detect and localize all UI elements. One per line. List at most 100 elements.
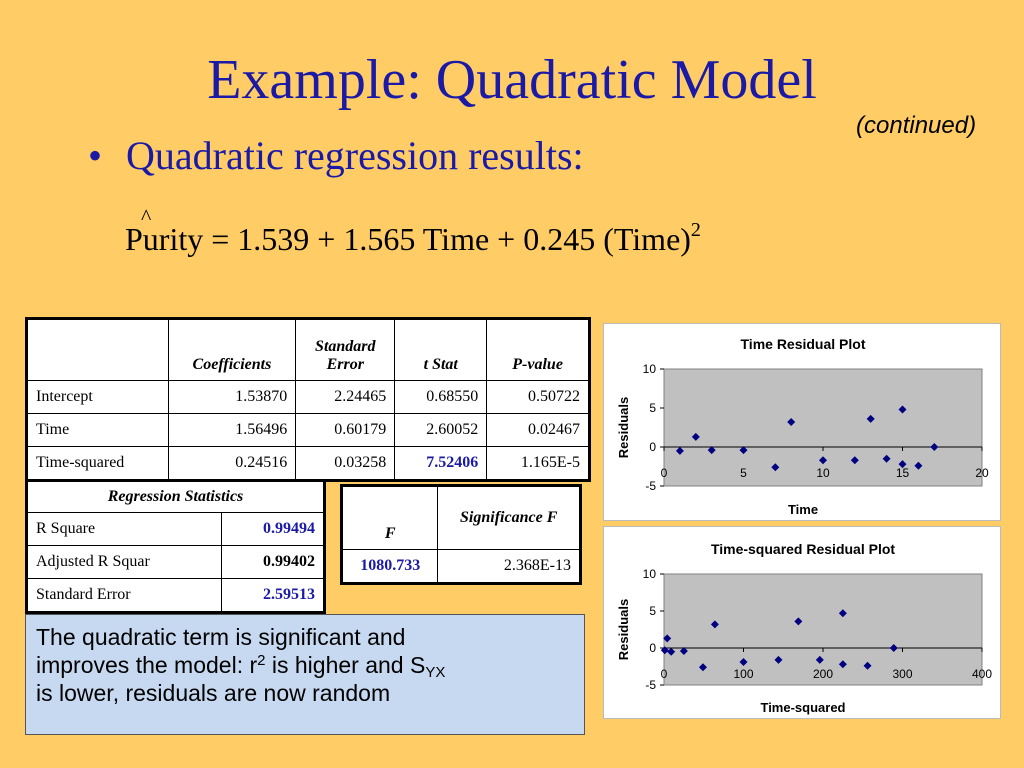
table-cell: 2.59513 — [220, 578, 326, 613]
data-point — [863, 661, 872, 670]
data-point — [739, 658, 748, 667]
x-tick-label: 200 — [813, 667, 833, 681]
table-row: 1080.733 2.368E-13 — [340, 549, 581, 584]
table-cell: 1.53870 — [167, 380, 297, 414]
slide-title: Example: Quadratic Model — [207, 49, 817, 111]
table-row: Time 1.56496 0.60179 2.60052 0.02467 — [26, 413, 590, 447]
data-point — [663, 634, 672, 643]
table-cell: 2.60052 — [394, 413, 488, 447]
y-tick-label: 5 — [649, 604, 656, 618]
table-row: Intercept 1.53870 2.24465 0.68550 0.5072… — [26, 380, 590, 414]
table-header-cell: Coefficients — [167, 318, 297, 381]
note-line: improves the model: r2 is higher and SYX — [36, 651, 578, 682]
table-header-cell: F — [340, 485, 439, 550]
table-header-row: Regression Statistics — [26, 480, 325, 513]
data-point — [710, 620, 719, 629]
time-residual-plot: Time Residual Plot 10 5 0 -5 0 5 10 15 20 Time Resi… — [603, 323, 1001, 521]
note-line: is lower, residuals are now random — [36, 680, 391, 707]
data-point — [691, 432, 700, 441]
chart-svg: Time-squared Residual Plot 10 5 0 -5 0 100 200 3… — [616, 541, 992, 715]
data-point — [707, 446, 716, 455]
note-superscript: 2 — [257, 652, 266, 670]
table-cell: 0.99494 — [220, 512, 326, 546]
data-point — [914, 461, 923, 470]
table-cell: 0.99402 — [220, 545, 326, 579]
plot-area — [663, 573, 983, 686]
data-point — [660, 646, 669, 655]
x-axis-label: Time-squared — [760, 700, 845, 715]
data-point — [774, 655, 783, 664]
data-point — [698, 663, 707, 672]
regression-statistics-title: Regression Statistics — [26, 480, 325, 513]
table-cell: 1.56496 — [167, 413, 297, 447]
table-cell: Time-squared — [26, 446, 169, 481]
equation-text: Purity = 1.539 + 1.565 Time + 0.245 (Tim… — [125, 221, 691, 257]
table-header-cell — [26, 318, 169, 381]
note-text: is higher and S — [265, 652, 426, 679]
slide-subtitle: (continued) — [856, 112, 977, 139]
y-axis-label: Residuals — [616, 599, 631, 660]
x-tick-label: 100 — [733, 667, 753, 681]
x-axis-label: Time — [788, 502, 818, 517]
table-cell: 0.03258 — [295, 446, 396, 481]
table-cell: R Square — [26, 512, 222, 546]
x-tick-label: 20 — [975, 466, 989, 480]
table-cell: 7.52406 — [394, 446, 488, 481]
x-tick-label: 300 — [892, 667, 912, 681]
data-point — [675, 446, 684, 455]
table-cell: Intercept — [26, 380, 169, 414]
data-point — [667, 647, 676, 656]
y-axis-label: Residuals — [616, 397, 631, 458]
data-point — [739, 446, 748, 455]
chart-title: Time-squared Residual Plot — [711, 541, 895, 557]
table-header-cell: t Stat — [394, 318, 488, 381]
plot-area — [663, 368, 983, 487]
x-tick-label: 15 — [896, 466, 910, 480]
bullet-icon: • — [88, 133, 103, 178]
data-point — [815, 655, 824, 664]
x-tick-label: 5 — [740, 466, 747, 480]
y-tick-label: 10 — [643, 362, 657, 376]
data-point — [679, 646, 688, 655]
table-cell: 0.50722 — [486, 380, 590, 414]
data-point — [898, 405, 907, 414]
table-cell: 2.368E-13 — [437, 549, 581, 584]
data-point — [866, 414, 875, 423]
table-row: Standard Error 2.59513 — [26, 578, 326, 613]
data-point — [889, 644, 898, 652]
table-cell: 2.24465 — [295, 380, 396, 414]
data-point — [819, 456, 827, 465]
table-row: Adjusted R Squar 0.99402 — [26, 545, 326, 579]
y-tick-label: 10 — [643, 567, 657, 581]
data-point — [898, 460, 907, 469]
table-cell: 0.68550 — [394, 380, 488, 414]
time-squared-residual-plot: Time-squared Residual Plot 10 5 0 -5 0 100 200 3… — [603, 526, 1001, 719]
table-cell: Adjusted R Squar — [26, 545, 222, 579]
regression-statistics-table: Regression Statistics R Square 0.99494 A… — [25, 479, 326, 614]
table-cell: Time — [26, 413, 169, 447]
table-cell: 1080.733 — [340, 549, 439, 584]
y-tick-label: 5 — [649, 401, 656, 415]
table-cell: Standard Error — [26, 578, 222, 613]
conclusion-note: The quadratic term is significant and im… — [25, 614, 585, 735]
data-point — [882, 454, 891, 463]
table-header-cell: Significance F — [437, 485, 581, 550]
equation-exponent: 2 — [690, 219, 701, 241]
table-cell: 1.165E-5 — [486, 446, 590, 481]
hat-symbol: ^ — [141, 204, 152, 229]
data-point — [771, 463, 780, 472]
table-header-cell: Standard Error — [295, 318, 396, 381]
note-text: improves the model: r — [36, 652, 258, 679]
coefficients-table: Coefficients Standard Error t Stat P-val… — [25, 317, 591, 482]
y-tick-label: -5 — [645, 479, 656, 493]
x-tick-label: 0 — [661, 466, 668, 480]
note-line: The quadratic term is significant and — [36, 624, 406, 650]
regression-equation: ^ Purity = 1.539 + 1.565 Time + 0.245 (Ti… — [125, 204, 701, 258]
table-row: Time-squared 0.24516 0.03258 7.52406 1.1… — [26, 446, 590, 481]
note-subscript: YX — [425, 664, 446, 682]
bullet-point: • Quadratic regression results: — [88, 132, 584, 180]
anova-table: F Significance F 1080.733 2.368E-13 — [340, 484, 582, 585]
table-header-cell: P-value — [486, 318, 590, 381]
table-cell: 0.02467 — [486, 413, 590, 447]
table-header-row: Coefficients Standard Error t Stat P-val… — [26, 318, 590, 381]
